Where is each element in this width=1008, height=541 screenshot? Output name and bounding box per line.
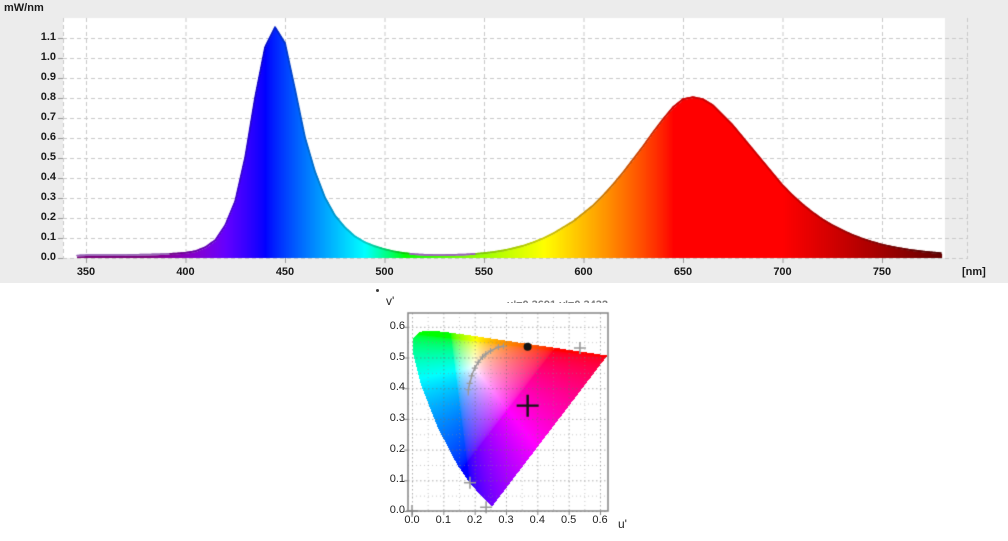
- spectrum-y-tick: 0.3: [40, 191, 56, 203]
- cie-y-tick: 0.2: [389, 442, 405, 455]
- spectrum-y-tick: 1.1: [40, 31, 56, 43]
- spectrum-x-tick: 400: [176, 266, 195, 278]
- separator-dot: [376, 289, 379, 292]
- spectrum-y-tick: 0.6: [40, 131, 56, 143]
- cie-y-axis-title: v': [386, 294, 395, 308]
- spectrum-y-tick: 1.0: [40, 51, 56, 63]
- spectrum-x-tick: 350: [76, 266, 96, 278]
- cie-y-tick: 0.1: [389, 473, 405, 486]
- spectrum-x-axis-unit: [nm]: [962, 266, 986, 278]
- spectrum-y-tick: 0.4: [40, 171, 56, 183]
- chromaticity-section: v' u'=0.3691 v'=0.3432 0.00.10.20.30.40.…: [0, 283, 1008, 541]
- cie-y-tick: 0.0: [389, 504, 405, 516]
- spectrum-x-tick: 750: [872, 266, 892, 278]
- cie-y-tick: 0.6: [389, 319, 405, 332]
- cie-x-tick: 0.4: [529, 514, 545, 526]
- cie-y-tick: 0.4: [389, 381, 405, 394]
- spectrum-y-tick: 0.5: [40, 151, 56, 163]
- spectrum-y-tick: 0.7: [40, 111, 56, 123]
- cie-x-tick: 0.6: [592, 514, 608, 526]
- spectrum-x-tick: 600: [574, 266, 593, 278]
- spectrum-x-tick: 700: [773, 266, 792, 278]
- spectrum-y-tick: 0.2: [40, 211, 56, 223]
- spectrum-y-axis-title: mW/nm: [4, 2, 44, 14]
- cie-x-tick: 0.3: [498, 514, 514, 526]
- chromaticity-plot-canvas: [398, 303, 618, 521]
- cie-x-tick: 0.5: [561, 514, 577, 526]
- cie-x-tick: 0.0: [404, 514, 420, 526]
- spectrum-chart: mW/nm 0.0 0.1 0.2 0.3 0.4 0.5 0.6 0.7 0.8 0.9 1.0 1…: [0, 0, 1008, 283]
- spectrum-y-tick: 0.1: [40, 231, 56, 243]
- spectrum-x-tick: 550: [474, 266, 494, 278]
- spectrum-x-tick: 650: [673, 266, 693, 278]
- cie-x-tick: 0.1: [435, 514, 451, 526]
- spectrum-x-tick: 500: [375, 266, 394, 278]
- cie-x-axis-title: u': [618, 517, 627, 531]
- spectrum-plot-canvas: [55, 14, 970, 264]
- spectrum-y-tick: 0.8: [40, 91, 56, 103]
- cie-y-tick: 0.5: [389, 350, 405, 363]
- spectrum-x-tick: 450: [275, 266, 295, 278]
- cie-x-tick: 0.2: [467, 514, 483, 526]
- cie-y-tick: 0.3: [389, 411, 405, 424]
- spectrum-y-tick: 0.9: [40, 71, 56, 83]
- spectrum-y-tick: 0.0: [40, 251, 56, 263]
